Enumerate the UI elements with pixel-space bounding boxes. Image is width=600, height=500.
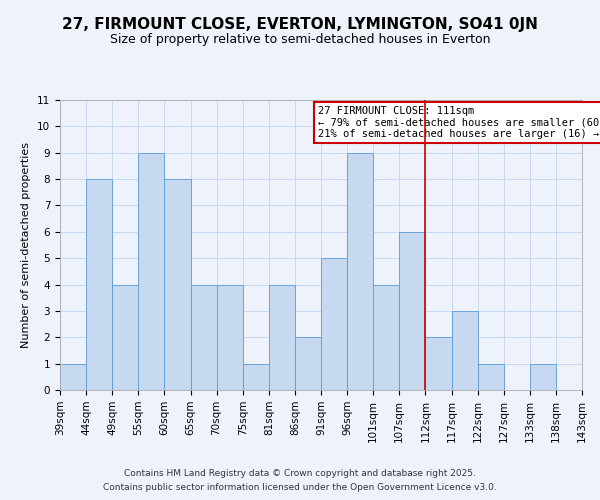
Bar <box>295 338 321 390</box>
Bar <box>86 179 112 390</box>
Bar <box>217 284 243 390</box>
Text: Contains public sector information licensed under the Open Government Licence v3: Contains public sector information licen… <box>103 484 497 492</box>
Bar <box>60 364 86 390</box>
Bar <box>530 364 556 390</box>
Bar <box>321 258 347 390</box>
Bar <box>373 284 400 390</box>
Text: Size of property relative to semi-detached houses in Everton: Size of property relative to semi-detach… <box>110 32 490 46</box>
Bar <box>269 284 295 390</box>
Bar <box>400 232 425 390</box>
Bar <box>243 364 269 390</box>
Bar <box>139 152 164 390</box>
Bar <box>112 284 139 390</box>
Y-axis label: Number of semi-detached properties: Number of semi-detached properties <box>22 142 31 348</box>
Bar <box>347 152 373 390</box>
Bar <box>478 364 504 390</box>
Bar <box>191 284 217 390</box>
Bar <box>425 338 452 390</box>
Bar <box>164 179 191 390</box>
Bar <box>452 311 478 390</box>
Text: 27 FIRMOUNT CLOSE: 111sqm
← 79% of semi-detached houses are smaller (60)
21% of : 27 FIRMOUNT CLOSE: 111sqm ← 79% of semi-… <box>319 106 600 139</box>
Text: Contains HM Land Registry data © Crown copyright and database right 2025.: Contains HM Land Registry data © Crown c… <box>124 468 476 477</box>
Text: 27, FIRMOUNT CLOSE, EVERTON, LYMINGTON, SO41 0JN: 27, FIRMOUNT CLOSE, EVERTON, LYMINGTON, … <box>62 18 538 32</box>
